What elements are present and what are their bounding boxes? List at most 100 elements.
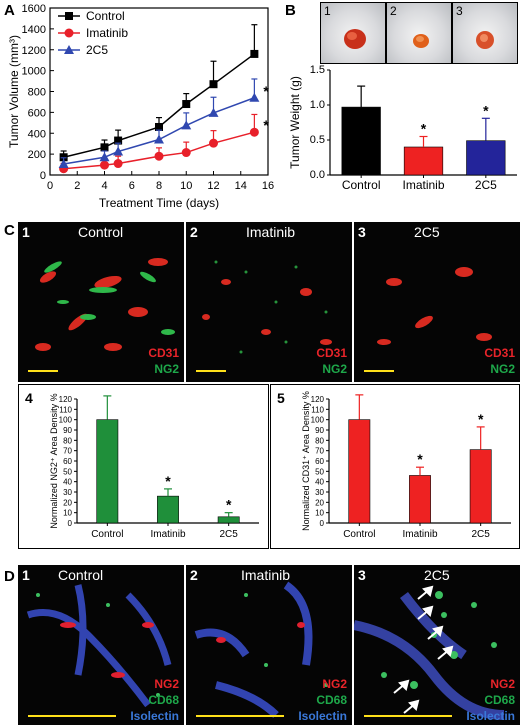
category-label: Control: [343, 529, 375, 540]
image-title: 2C5: [414, 224, 440, 240]
data-point: [181, 148, 191, 158]
y-tick-label: 1400: [22, 24, 46, 36]
significance-star: *: [263, 117, 269, 133]
photo-number: 3: [456, 4, 463, 18]
label-isolectin: Isolectin: [130, 709, 179, 723]
arrow-icon: [437, 645, 454, 660]
label-cd31: CD31: [484, 346, 515, 360]
label-ng2: NG2: [490, 677, 515, 691]
data-point: [208, 107, 219, 117]
category-label: Imatinib: [150, 529, 185, 540]
significance-star: *: [226, 497, 232, 513]
x-tick-label: 12: [207, 180, 219, 192]
y-tick-label: 1000: [22, 66, 46, 78]
y-tick-label: 50: [63, 467, 72, 476]
y-tick-label: 90: [63, 426, 72, 435]
significance-star: *: [478, 411, 484, 427]
data-point: [100, 143, 109, 152]
data-point: [249, 127, 259, 137]
y-tick-label: 70: [315, 447, 324, 456]
image-title: 2C5: [424, 567, 450, 583]
arrow-icon: [403, 699, 420, 714]
label-cd31: CD31: [148, 346, 179, 360]
data-point: [113, 146, 124, 156]
y-tick-label: 100: [59, 416, 73, 425]
scale-bar: [196, 370, 226, 372]
tumor-photo-control: 1: [321, 3, 385, 63]
data-point: [249, 92, 260, 102]
data-point: [209, 138, 218, 148]
y-tick-label: 90: [315, 426, 324, 435]
legend-marker: [64, 28, 74, 38]
data-point: [182, 100, 191, 109]
x-tick-label: 14: [235, 180, 247, 192]
arrow-icon: [427, 625, 444, 640]
tumor-photo-2c5: 3: [453, 3, 517, 63]
category-label: Control: [342, 178, 381, 192]
label-cd68: CD68: [148, 693, 179, 707]
y-tick-label: 0.0: [310, 169, 325, 181]
tumor-volume-line-chart: 0 200 400 600 800 1000 1200 1400 1600 0 2 4 6 8 10 12 14…: [7, 3, 274, 210]
panel-letter-c: C: [4, 222, 15, 239]
label-isolectin: Isolectin: [466, 709, 515, 723]
micro-d2-imatinib: 2 Imatinib NG2 CD68 Isolectin: [186, 565, 352, 725]
legend-label: Imatinib: [86, 26, 128, 40]
data-point: [99, 152, 110, 162]
data-point: [155, 122, 163, 131]
image-number: 1: [22, 567, 30, 583]
y-tick-label: 600: [28, 107, 46, 119]
data-point: [58, 159, 69, 169]
category-label: Control: [91, 529, 123, 540]
panel-number: 5: [277, 390, 285, 406]
image-number: 2: [190, 224, 198, 240]
x-tick-label: 16: [262, 180, 274, 192]
significance-star: *: [263, 83, 269, 99]
bar: [96, 419, 119, 524]
bar: [157, 495, 179, 524]
y-tick-label: 1200: [22, 45, 46, 57]
category-label: 2C5: [475, 178, 497, 192]
y-tick-label: 1.0: [310, 99, 325, 111]
ng2-density-box: 0 10 20 30 40 50 60 70 80 90 100 110 120 Control Imati…: [18, 384, 269, 549]
y-tick-label: 80: [315, 436, 324, 445]
micro-d3-2c5: 3 2C5 NG2 CD68 Isolectin: [354, 565, 520, 725]
y-tick-label: 30: [63, 488, 72, 497]
category-label: 2C5: [219, 529, 238, 540]
arrow-icon: [417, 605, 434, 620]
arrow-icon: [417, 585, 434, 600]
data-point: [100, 160, 109, 170]
scale-bar: [28, 715, 116, 717]
y-tick-label: 20: [315, 498, 324, 507]
y-tick-label: 40: [315, 478, 324, 487]
significance-star: *: [483, 102, 489, 118]
micro-c2-imatinib: 2 Imatinib CD31 NG2: [186, 222, 352, 382]
y-tick-label: 120: [59, 395, 73, 404]
tumor-photo-imatinib: 2: [387, 3, 451, 63]
y-axis-label: Tumor Weight (g): [288, 76, 302, 169]
scale-bar: [196, 715, 284, 717]
panel-letter-b: B: [285, 2, 296, 19]
y-tick-label: 60: [63, 457, 72, 466]
micro-c3-2c5: 3 2C5 CD31 NG2: [354, 222, 520, 382]
y-tick-label: 120: [311, 395, 325, 404]
y-axis-label: Normalized CD31⁺ Area Density %: [301, 391, 311, 531]
y-tick-label: 100: [311, 416, 325, 425]
y-axis-label: Normalized NG2⁺ Area Density %: [49, 393, 59, 528]
image-number: 1: [22, 224, 30, 240]
y-tick-label: 40: [63, 478, 72, 487]
image-number: 3: [358, 567, 366, 583]
y-tick-label: 0: [40, 170, 46, 182]
micro-d1-control: 1 Control NG2 CD68 Isolectin: [18, 565, 184, 725]
data-point: [154, 151, 164, 161]
panel-letter-a: A: [4, 2, 15, 19]
label-cd68: CD68: [484, 693, 515, 707]
significance-star: *: [421, 121, 427, 137]
image-title: Imatinib: [246, 224, 296, 240]
legend-marker: [65, 12, 73, 20]
y-tick-label: 80: [63, 436, 72, 445]
label-ng2: NG2: [490, 362, 515, 376]
data-point: [250, 49, 259, 58]
y-tick-label: 1600: [22, 3, 46, 15]
